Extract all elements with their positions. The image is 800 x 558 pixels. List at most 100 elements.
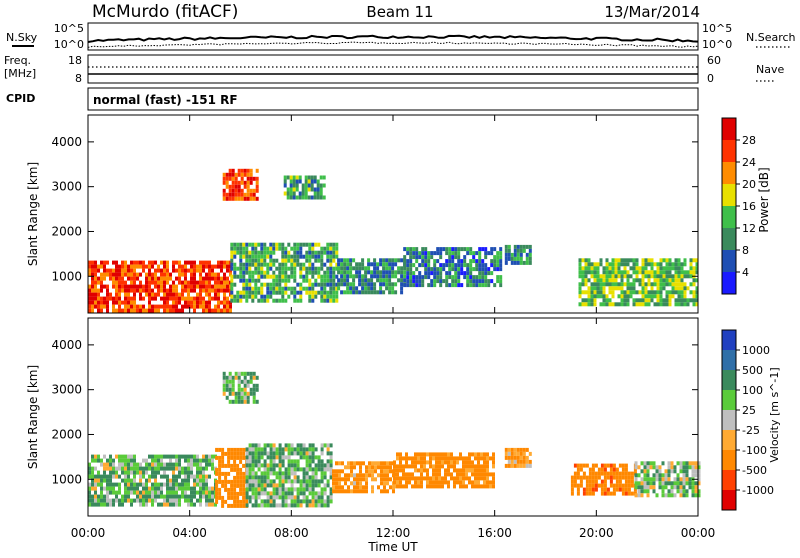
data-cell	[478, 255, 482, 260]
data-cell	[668, 290, 672, 295]
data-cell	[272, 286, 276, 291]
data-cell	[225, 395, 229, 400]
data-cell	[478, 247, 482, 252]
data-cell	[199, 276, 202, 281]
data-cell	[228, 196, 232, 201]
data-cell	[634, 481, 638, 486]
data-cell	[640, 493, 644, 498]
data-cell	[196, 462, 199, 467]
data-cell	[91, 304, 94, 309]
data-cell	[290, 258, 294, 263]
data-cell	[438, 484, 441, 489]
data-cell	[181, 272, 184, 277]
data-cell	[248, 270, 252, 275]
data-cell	[230, 274, 234, 279]
data-cell	[290, 495, 294, 500]
data-cell	[290, 262, 294, 267]
data-cell	[608, 270, 612, 275]
data-cell	[245, 479, 249, 484]
data-cell	[429, 452, 432, 457]
data-cell	[332, 286, 336, 291]
data-cell	[289, 179, 293, 184]
data-cell	[361, 290, 365, 295]
data-cell	[266, 443, 270, 448]
data-cell	[263, 499, 267, 504]
data-cell	[94, 502, 97, 507]
data-cell	[299, 298, 303, 303]
data-cell	[621, 471, 625, 476]
data-cell	[257, 479, 261, 484]
data-cell	[127, 284, 130, 289]
data-cell	[525, 447, 529, 452]
data-cell	[205, 260, 208, 265]
data-cell	[193, 304, 196, 309]
data-cell	[136, 272, 139, 277]
data-cell	[266, 266, 270, 271]
data-cell	[130, 300, 133, 305]
data-cell	[178, 470, 181, 475]
data-cell	[208, 458, 211, 463]
data-cell	[208, 454, 211, 459]
data-cell	[623, 258, 627, 263]
data-cell	[136, 486, 139, 491]
data-cell	[217, 304, 220, 309]
data-cell	[91, 264, 94, 269]
data-cell	[103, 498, 106, 503]
data-cell	[205, 308, 208, 313]
data-cell	[243, 168, 247, 173]
data-cell	[647, 298, 651, 303]
data-cell	[417, 460, 420, 465]
data-cell	[326, 258, 330, 263]
data-cell	[668, 282, 672, 287]
data-cell	[115, 260, 118, 265]
data-cell	[231, 176, 235, 181]
data-cell	[582, 463, 586, 468]
data-cell	[468, 456, 471, 461]
data-cell	[617, 270, 621, 275]
data-cell	[275, 475, 279, 480]
data-cell	[640, 485, 644, 490]
data-cell	[435, 452, 438, 457]
data-cell	[620, 278, 624, 283]
data-cell	[236, 503, 240, 508]
data-cell	[340, 274, 344, 279]
data-cell	[371, 469, 374, 474]
data-cell	[587, 302, 591, 307]
data-cell	[578, 266, 582, 271]
data-cell	[456, 468, 459, 473]
data-cell	[233, 250, 237, 255]
data-cell	[578, 258, 582, 263]
data-cell	[611, 290, 615, 295]
data-cell	[269, 286, 273, 291]
data-cell	[579, 479, 583, 484]
data-cell	[145, 458, 148, 463]
data-cell	[340, 262, 344, 267]
data-cell	[620, 290, 624, 295]
data-cell	[582, 491, 586, 496]
data-cell	[377, 473, 380, 478]
data-cell	[100, 272, 103, 277]
data-cell	[97, 292, 100, 297]
data-cell	[154, 308, 157, 313]
data-cell	[655, 493, 659, 498]
data-cell	[234, 172, 238, 177]
data-cell	[570, 475, 574, 480]
data-cell	[355, 266, 359, 271]
data-cell	[281, 479, 285, 484]
data-cell	[483, 468, 486, 473]
data-cell	[674, 302, 678, 307]
data-cell	[226, 264, 229, 269]
data-cell	[611, 262, 615, 267]
data-cell	[483, 452, 486, 457]
data-cell	[109, 502, 112, 507]
data-cell	[208, 288, 211, 293]
data-cell	[190, 454, 193, 459]
data-cell	[187, 486, 190, 491]
data-cell	[320, 298, 324, 303]
data-cell	[233, 467, 237, 472]
colorbar-tick-label: 100	[742, 384, 763, 397]
data-cell	[236, 274, 240, 279]
data-cell	[670, 469, 674, 474]
data-cell	[448, 271, 452, 276]
